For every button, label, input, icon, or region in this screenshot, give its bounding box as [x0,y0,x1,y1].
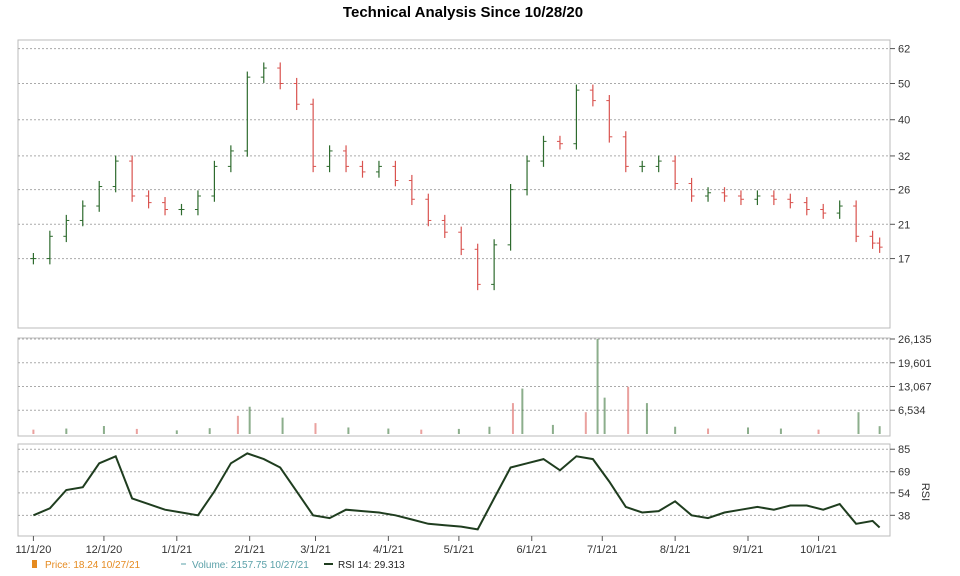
x-tick-label: 3/1/21 [300,544,331,556]
x-tick-label: 6/1/21 [516,544,547,556]
x-tick-label: 10/1/21 [800,544,837,556]
x-tick-label: 12/1/20 [86,544,123,556]
price-legend: Price: 18.24 10/27/21 [45,560,141,571]
rsi-y-ticks: 85 69 54 38 [890,444,910,522]
x-axis-ticks: 11/1/20 12/1/20 1/1/21 2/1/21 3/1/21 4/1/21 5/… [15,536,837,556]
price-tick-label: 26 [898,185,910,197]
rsi-tick-label: 38 [898,510,910,522]
volume-bar [878,426,881,434]
rsi-tick-label: 85 [898,444,910,456]
volume-bar [627,386,630,434]
rsi-axis-label: RSI [919,483,931,501]
volume-bar [135,428,138,434]
volume-bar [857,412,860,434]
volume-bar [208,428,211,434]
price-ohlc-marks [30,62,883,291]
volume-bars [32,339,881,434]
volume-bar [248,406,251,434]
volume-legend: Volume: 2157.75 10/27/21 [192,560,309,571]
volume-bar [596,339,599,434]
volume-bar [347,427,350,434]
rsi-legend: RSI 14: 29.313 [338,560,405,571]
volume-bar [645,403,648,434]
volume-bar [707,428,710,434]
price-tick-label: 17 [898,254,910,266]
rsi-line-group [33,452,881,531]
x-tick-label: 2/1/21 [234,544,265,556]
volume-bar [674,426,677,434]
price-tick-label: 40 [898,115,910,127]
volume-bar [488,426,491,434]
volume-bar [511,403,514,434]
volume-grid [18,338,890,411]
volume-bar [779,428,782,434]
rsi-tick-label: 54 [898,488,910,500]
x-tick-label: 11/1/20 [15,544,51,556]
rsi-panel-frame [17,443,891,537]
volume-bar [584,412,587,434]
chart-title: Technical Analysis Since 10/28/20 [343,4,583,21]
price-tick-label: 32 [898,151,910,163]
volume-bar [603,397,606,434]
rsi-line [33,452,881,531]
x-tick-label: 4/1/21 [373,544,404,556]
price-y-ticks: 62 50 40 32 26 21 17 [890,44,910,266]
x-tick-label: 1/1/21 [161,544,192,556]
volume-bar [817,429,820,434]
volume-tick-label: 6,534 [898,405,926,417]
volume-bar [747,427,750,434]
volume-tick-label: 26,135 [898,334,932,346]
price-panel-frame [17,39,891,329]
volume-bar [281,417,284,434]
volume-bar [32,429,35,434]
x-tick-label: 9/1/21 [733,544,764,556]
price-legend-swatch [32,560,37,568]
rsi-tick-label: 69 [898,467,910,479]
volume-bar [420,429,423,434]
volume-bar [457,428,460,434]
volume-bar [65,428,68,434]
volume-y-ticks: 26,135 19,601 13,067 6,534 [890,334,932,417]
volume-bar [102,426,105,434]
volume-bar [521,388,524,434]
price-tick-label: 62 [898,44,910,56]
price-tick-label: 21 [898,219,910,231]
volume-bar [236,415,239,434]
price-tick-label: 50 [898,79,910,91]
x-tick-label: 7/1/21 [587,544,618,556]
x-tick-label: 8/1/21 [660,544,691,556]
price-grid [18,48,890,260]
rsi-grid [18,448,890,516]
volume-bar [387,428,390,434]
volume-bar [175,430,178,434]
x-tick-label: 5/1/21 [444,544,475,556]
volume-bar [551,424,554,434]
volume-tick-label: 13,067 [898,382,932,394]
volume-tick-label: 19,601 [898,358,932,370]
volume-bar [314,423,317,434]
